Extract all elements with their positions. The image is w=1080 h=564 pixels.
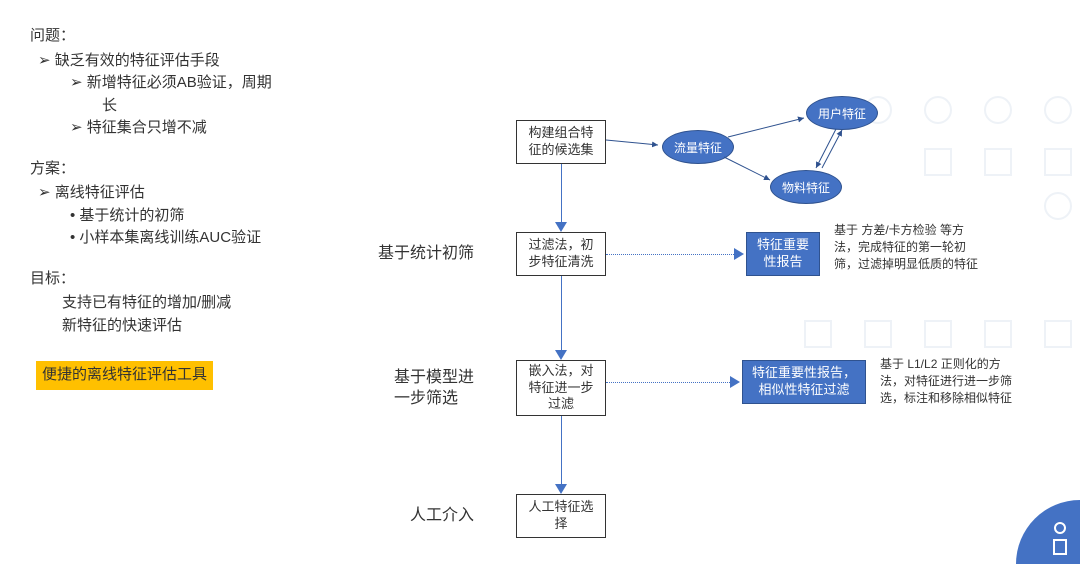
arrowhead-right-icon (734, 248, 744, 260)
problem-bullet-1-sub2: ➢ 特征集合只增不减 (70, 117, 360, 140)
stage-label-1: 基于统计初筛 (378, 244, 474, 265)
flow-box-manual: 人工特征选择 (516, 494, 606, 538)
deco-square (984, 320, 1012, 348)
dotted-arrow-1 (606, 254, 734, 255)
stage-label-2: 基于模型进 一步筛选 (394, 368, 474, 410)
ellipse-connections (606, 90, 896, 220)
arrow-2-3 (561, 416, 562, 484)
arrowhead-down-icon (555, 222, 567, 232)
deco-circle (1044, 192, 1072, 220)
goal-line-2: 新特征的快速评估 (62, 315, 360, 338)
flow-box-filter: 过滤法，初步特征清洗 (516, 232, 606, 276)
arrowhead-down-icon (555, 484, 567, 494)
deco-square (924, 148, 952, 176)
deco-square (924, 320, 952, 348)
solution-sub2: • 小样本集离线训练AUC验证 (70, 227, 360, 250)
goal-line-1: 支持已有特征的增加/删减 (62, 292, 360, 315)
problem-heading: 问题： (30, 25, 360, 48)
highlight-box: 便捷的离线特征评估工具 (36, 361, 213, 390)
problem-bullet-1-sub1-cont: 长 (102, 95, 360, 118)
deco-circle (1044, 96, 1072, 124)
left-text-panel: 问题： ➢ 缺乏有效的特征评估手段 ➢ 新增特征必须AB验证，周期 长 ➢ 特征… (30, 25, 360, 390)
arrowhead-right-icon (730, 376, 740, 388)
corner-logo-icon (1010, 494, 1080, 564)
deco-square (984, 148, 1012, 176)
flow-box-embed: 嵌入法，对特征进一步过滤 (516, 360, 606, 416)
flow-box-candidates: 构建组合特征的候选集 (516, 120, 606, 164)
desc-2: 基于 L1/L2 正则化的方法，对特征进行进一步筛选，标注和移除相似特征 (880, 356, 1020, 406)
deco-square (864, 320, 892, 348)
desc-1: 基于 方差/卡方检验 等方法，完成特征的第一轮初筛，过滤掉明显低质的特征 (834, 222, 984, 272)
problem-bullet-1: ➢ 缺乏有效的特征评估手段 (38, 50, 360, 73)
deco-square (1044, 148, 1072, 176)
report-box-1: 特征重要性报告 (746, 232, 820, 276)
deco-square (1044, 320, 1072, 348)
stage-label-3: 人工介入 (410, 506, 474, 527)
report-box-2: 特征重要性报告，相似性特征过滤 (742, 360, 866, 404)
goal-heading: 目标： (30, 268, 360, 291)
arrowhead-down-icon (555, 350, 567, 360)
deco-circle (924, 96, 952, 124)
deco-circle (984, 96, 1012, 124)
arrow-0-1 (561, 164, 562, 222)
deco-square (804, 320, 832, 348)
solution-sub1: • 基于统计的初筛 (70, 205, 360, 228)
arrow-1-2 (561, 276, 562, 350)
dotted-arrow-2 (606, 382, 730, 383)
flowchart-area: 基于统计初筛 基于模型进 一步筛选 人工介入 构建组合特征的候选集 过滤法，初步… (370, 0, 1080, 564)
solution-bullet-1: ➢ 离线特征评估 (38, 182, 360, 205)
solution-heading: 方案： (30, 158, 360, 181)
problem-bullet-1-sub1: ➢ 新增特征必须AB验证，周期 (70, 72, 360, 95)
